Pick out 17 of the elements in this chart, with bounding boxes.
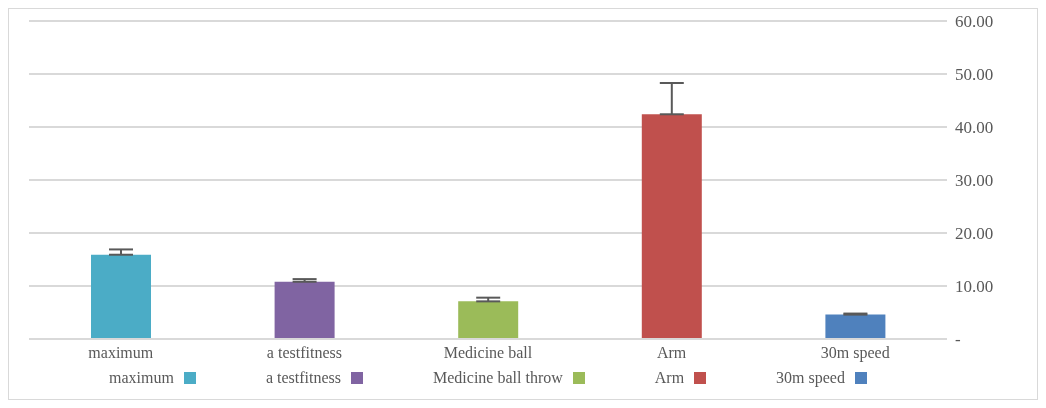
legend-label: a testfitness xyxy=(265,369,342,387)
x-tick-label: Medicine ball xyxy=(443,344,533,362)
y-tick-label: 50.00 xyxy=(955,65,994,85)
x-tick-label: 30m speed xyxy=(820,344,890,363)
x-tick-label: a testfitness xyxy=(266,344,342,362)
legend-label: 30m speed xyxy=(776,369,845,387)
legend-label: maximum xyxy=(109,369,174,387)
x-tick-label: Arm xyxy=(656,344,687,362)
legend-label: Medicine ball throw xyxy=(433,369,563,387)
y-tick-label: 20.00 xyxy=(955,224,994,244)
y-tick-label: - xyxy=(955,330,961,350)
y-tick-label: 30.00 xyxy=(955,171,994,191)
y-tick-label: 60.00 xyxy=(955,12,994,32)
legend-label: Arm xyxy=(654,369,685,387)
y-tick-label: 10.00 xyxy=(955,277,994,297)
y-tick-label: 40.00 xyxy=(955,118,994,138)
x-tick-label: maximum xyxy=(88,344,154,362)
